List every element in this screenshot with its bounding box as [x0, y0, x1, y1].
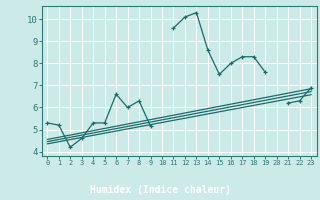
- Text: Humidex (Indice chaleur): Humidex (Indice chaleur): [90, 185, 230, 195]
